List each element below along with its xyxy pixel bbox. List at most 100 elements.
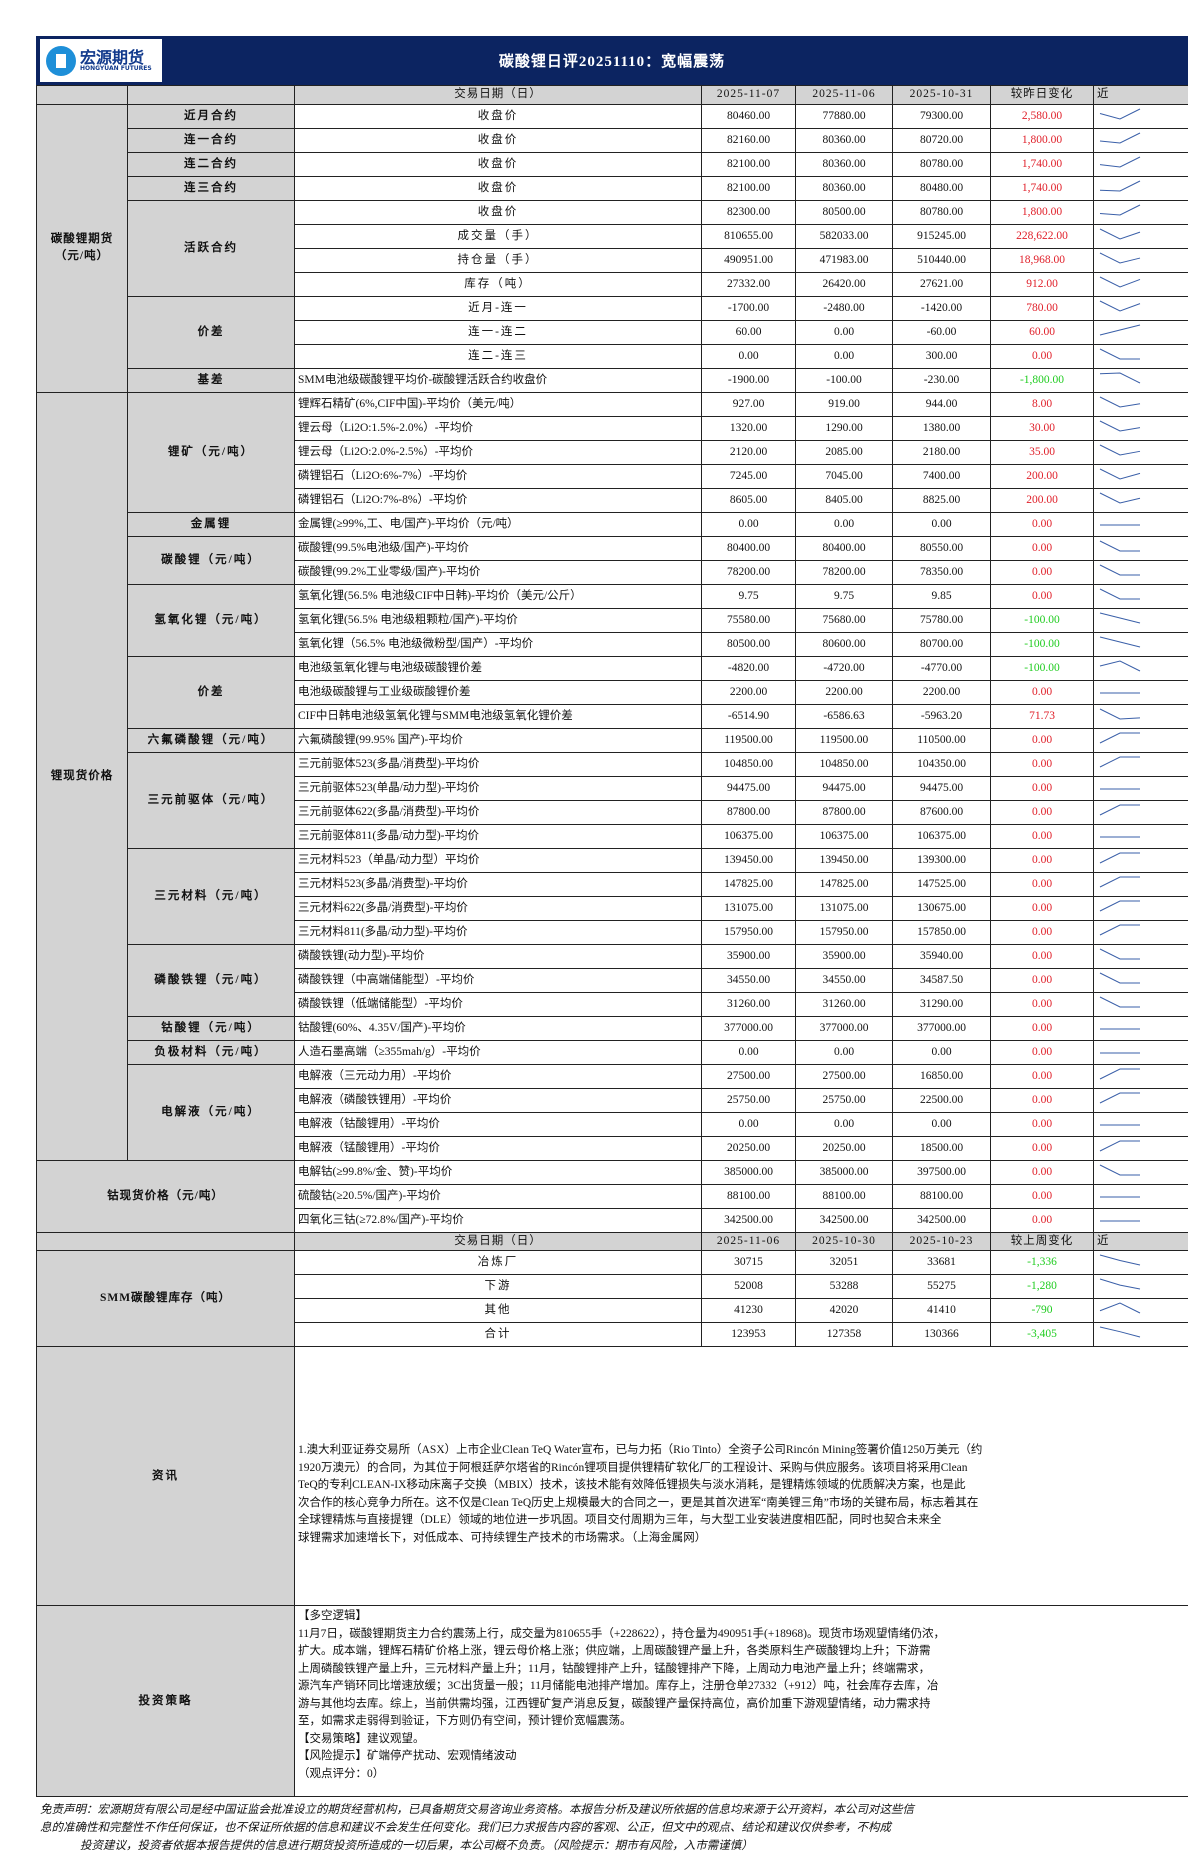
- trend-sparkline: [1096, 657, 1186, 674]
- trend-cell: [1094, 920, 1188, 944]
- value-cell: 582033.00: [796, 224, 893, 248]
- value-cell: 147825.00: [702, 872, 796, 896]
- value-cell: 385000.00: [796, 1160, 893, 1184]
- group-label: 电解液（元/吨）: [128, 1064, 295, 1160]
- value-cell: 35900.00: [702, 944, 796, 968]
- change-cell: 0.00: [991, 584, 1094, 608]
- change-cell: 0.00: [991, 1112, 1094, 1136]
- row-item-label: 电解液（钴酸锂用）-平均价: [295, 1112, 702, 1136]
- trend-sparkline: [1096, 105, 1186, 122]
- trend-cell: [1094, 416, 1188, 440]
- trend-cell: [1094, 1064, 1188, 1088]
- trend-cell: [1094, 464, 1188, 488]
- change-cell: -790: [991, 1299, 1094, 1323]
- value-cell: 27621.00: [893, 272, 991, 296]
- trend-sparkline: [1096, 489, 1186, 506]
- value-cell: 60.00: [702, 320, 796, 344]
- trend-sparkline: [1096, 1065, 1186, 1082]
- value-cell: 42020: [796, 1299, 893, 1323]
- change-cell: 0.00: [991, 1136, 1094, 1160]
- value-cell: 104350.00: [893, 752, 991, 776]
- value-cell: 27500.00: [702, 1064, 796, 1088]
- trend-line: [1100, 637, 1140, 647]
- trend-line: [1100, 1165, 1140, 1175]
- trend-cell: [1094, 392, 1188, 416]
- trend-cell: [1094, 1136, 1188, 1160]
- table-row: 氢氧化锂（元/吨）氢氧化锂(56.5% 电池级CIF中日韩)-平均价（美元/公斤…: [37, 584, 1188, 608]
- value-cell: 94475.00: [893, 776, 991, 800]
- value-cell: 0.00: [702, 1040, 796, 1064]
- row-item-label: 三元材料523（单晶/动力型）平均价: [295, 848, 702, 872]
- trend-sparkline: [1096, 1137, 1186, 1154]
- report-header: 宏源期货 HONGYUAN FUTURES 碳酸锂日评20251110：宽幅震荡: [36, 36, 1188, 85]
- row-item-label: 四氧化三钴(≥72.8%/国产)-平均价: [295, 1208, 702, 1232]
- value-cell: -1900.00: [702, 368, 796, 392]
- group-label: 三元前驱体（元/吨）: [128, 752, 295, 848]
- trend-line: [1100, 205, 1140, 215]
- value-cell: 130675.00: [893, 896, 991, 920]
- value-cell: 139450.00: [702, 848, 796, 872]
- value-cell: 22500.00: [893, 1088, 991, 1112]
- value-cell: 41410: [893, 1299, 991, 1323]
- change-cell: 0.00: [991, 848, 1094, 872]
- value-cell: 75780.00: [893, 608, 991, 632]
- value-cell: 2200.00: [702, 680, 796, 704]
- date-header: 2025-11-06: [796, 86, 893, 105]
- news-line: TeQ的专利CLEAN-IX移动床离子交换（MBIX）技术，该技术能有效降低锂损…: [298, 1477, 1185, 1495]
- disclaimer-line: 息的准确性和完整性不作任何保证，也不保证所依据的信息和建议不会发生任何变化。我们…: [40, 1819, 1160, 1837]
- value-cell: 33681: [893, 1251, 991, 1275]
- row-item-label: 锂云母（Li2O:2.0%-2.5%）-平均价: [295, 440, 702, 464]
- trend-line: [1100, 373, 1140, 383]
- change-cell: 35.00: [991, 440, 1094, 464]
- value-cell: -1420.00: [893, 296, 991, 320]
- value-cell: -2480.00: [796, 296, 893, 320]
- change-cell: 1,800.00: [991, 128, 1094, 152]
- trend-sparkline: [1096, 633, 1186, 650]
- group-label: 活跃合约: [128, 200, 295, 296]
- value-cell: 810655.00: [702, 224, 796, 248]
- blank-header-cell: [37, 86, 128, 105]
- trend-cell: [1094, 896, 1188, 920]
- strategy-line: 扩大。成本端，锂辉石精矿价格上涨，锂云母价格上涨；供应端，上周碳酸锂产量上升，各…: [298, 1643, 1185, 1661]
- news-line: 次合作的核心竞争力所在。这不仅是Clean TeQ历史上规模最大的合同之一，更是…: [298, 1495, 1185, 1513]
- group-label: 近月合约: [128, 104, 295, 128]
- row-item-label: 电解液（磷酸铁锂用）-平均价: [295, 1088, 702, 1112]
- trend-cell: [1094, 968, 1188, 992]
- trend-line: [1100, 1141, 1140, 1151]
- trend-cell: [1094, 608, 1188, 632]
- value-cell: 80400.00: [702, 536, 796, 560]
- row-item-label: 电池级碳酸锂与工业级碳酸锂价差: [295, 680, 702, 704]
- trend-cell: [1094, 656, 1188, 680]
- value-cell: 385000.00: [702, 1160, 796, 1184]
- trend-cell: [1094, 200, 1188, 224]
- trend-line: [1100, 253, 1140, 263]
- change-cell: 0.00: [991, 896, 1094, 920]
- value-cell: 80360.00: [796, 152, 893, 176]
- value-cell: 34587.50: [893, 968, 991, 992]
- trend-line: [1100, 1303, 1140, 1313]
- disclaimer-line: 投资建议，投资者依据本报告提供的信息进行期货投资所造成的一切后果，本公司概不负责…: [40, 1837, 1160, 1855]
- strategy-line: 【多空逻辑】: [298, 1608, 1185, 1626]
- row-item-label: 合计: [295, 1323, 702, 1347]
- row-item-label: 电解钴(≥99.8%/金、赞)-平均价: [295, 1160, 702, 1184]
- trend-line: [1100, 733, 1140, 743]
- value-cell: 78350.00: [893, 560, 991, 584]
- row-item-label: 氢氧化锂(56.5% 电池级粗颗粒/国产)-平均价: [295, 608, 702, 632]
- trend-cell: [1094, 800, 1188, 824]
- value-cell: 377000.00: [702, 1016, 796, 1040]
- news-label: 资讯: [37, 1347, 295, 1606]
- row-item-label: 磷锂铝石（Li2O:7%-8%）-平均价: [295, 488, 702, 512]
- row-item-label: 电池级氢氧化锂与电池级碳酸锂价差: [295, 656, 702, 680]
- value-cell: 82160.00: [702, 128, 796, 152]
- row-item-label: 锂辉石精矿(6%,CIF中国)-平均价（美元/吨）: [295, 392, 702, 416]
- trend-line: [1100, 1069, 1140, 1079]
- value-cell: -230.00: [893, 368, 991, 392]
- trend-cell: [1094, 1088, 1188, 1112]
- value-cell: 25750.00: [702, 1088, 796, 1112]
- trend-line: [1100, 901, 1140, 911]
- change-cell: 0.00: [991, 536, 1094, 560]
